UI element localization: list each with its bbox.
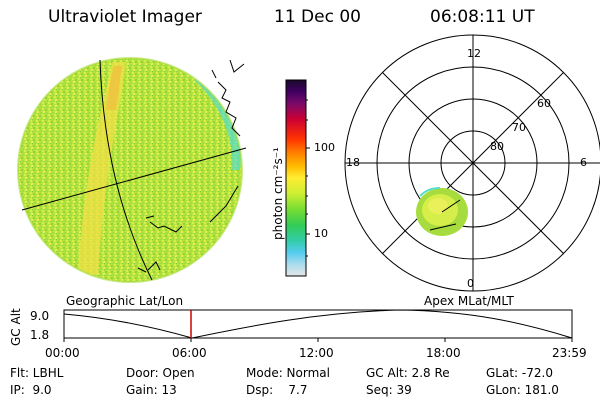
seq-field: Seq: 39 <box>366 383 412 397</box>
date-label: 11 Dec 00 <box>274 7 361 27</box>
mlt-label-6: 6 <box>580 156 587 169</box>
polar-plot <box>344 34 600 292</box>
mlt-label-12: 12 <box>467 47 481 60</box>
gc-alt-field: GC Alt: 2.8 Re <box>366 366 450 380</box>
colorbar <box>285 79 310 277</box>
right-panel-caption: Apex MLat/MLT <box>424 294 514 308</box>
dsp-field: Dsp: 7.7 <box>246 383 308 397</box>
colorbar-unit-label: photon cm⁻²s⁻¹ <box>271 147 285 240</box>
mlat-label-80: 80 <box>490 140 504 153</box>
x-tick-1800: 18:00 <box>426 346 461 360</box>
altitude-ylabel: GC Alt <box>9 308 23 346</box>
altitude-y-bottom: 1.8 <box>30 328 50 342</box>
auroral-spot <box>416 187 468 236</box>
door-field: Door: Open <box>126 366 195 380</box>
mlat-label-70: 70 <box>512 121 526 134</box>
colorbar-tick-100: 100 <box>314 141 335 154</box>
earth-disk <box>17 57 247 283</box>
mlat-label-60: 60 <box>537 97 551 110</box>
mlt-label-18: 18 <box>346 156 360 169</box>
ip-field: IP: 9.0 <box>10 383 52 397</box>
altitude-plot <box>63 309 573 342</box>
mlt-label-0: 0 <box>467 277 474 290</box>
glon-field: GLon: 181.0 <box>486 383 559 397</box>
time-label: 06:08:11 UT <box>430 7 535 27</box>
glat-field: GLat: -72.0 <box>486 366 553 380</box>
left-panel-caption: Geographic Lat/Lon <box>66 294 184 308</box>
x-tick-2359: 23:59 <box>552 346 587 360</box>
instrument-title: Ultraviolet Imager <box>48 7 202 27</box>
filter-field: Flt: LBHL <box>10 366 64 380</box>
x-tick-1200: 12:00 <box>299 346 334 360</box>
x-tick-0000: 00:00 <box>45 346 80 360</box>
colorbar-tick-10: 10 <box>314 227 328 240</box>
altitude-y-top: 9.0 <box>30 309 50 323</box>
mode-field: Mode: Normal <box>246 366 330 380</box>
gain-field: Gain: 13 <box>126 383 177 397</box>
x-tick-0600: 06:00 <box>172 346 207 360</box>
